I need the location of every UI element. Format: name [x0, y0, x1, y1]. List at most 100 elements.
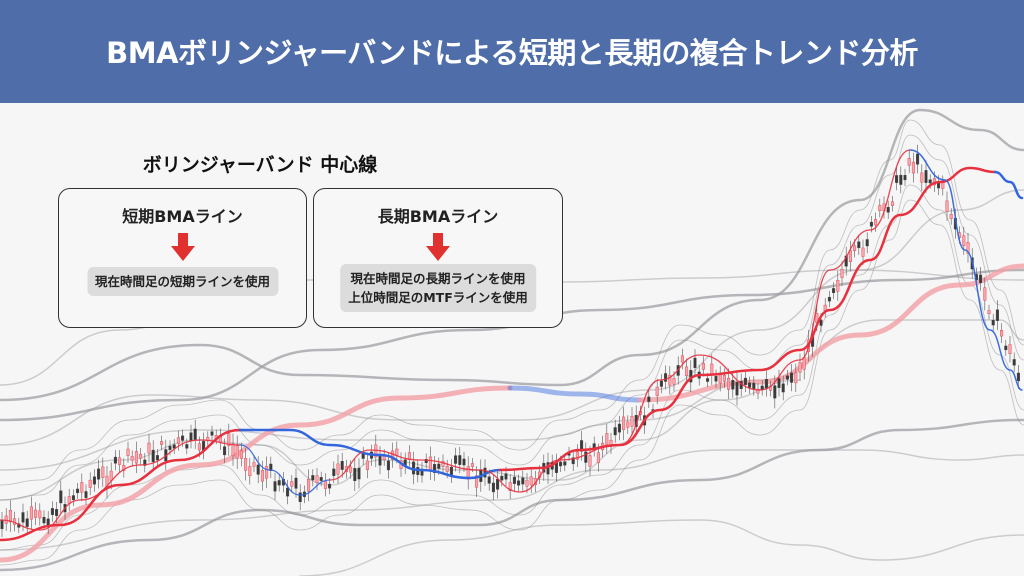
candle: [911, 161, 915, 174]
candle: [735, 382, 739, 396]
candle: [92, 476, 96, 485]
candle: [979, 274, 983, 283]
candle: [596, 452, 600, 463]
candle: [962, 235, 966, 246]
candle: [865, 239, 869, 247]
short-bma-note: 現在時間足の短期ラインを使用: [86, 267, 279, 296]
short-bma-line: [498, 166, 997, 472]
candle: [185, 444, 189, 449]
thin-band-line: [0, 119, 1024, 486]
candle: [437, 463, 441, 469]
candle: [983, 287, 987, 301]
note-line: 上位時間足のMTFラインを使用: [348, 290, 528, 305]
candle: [920, 172, 924, 183]
candle: [500, 475, 504, 481]
candle: [256, 464, 260, 475]
candle: [903, 175, 907, 181]
candle: [521, 477, 525, 485]
candle: [605, 433, 609, 445]
candle: [714, 375, 718, 382]
candle: [966, 242, 970, 254]
candle: [899, 174, 903, 185]
candle: [294, 477, 298, 489]
candle: [878, 205, 882, 211]
candle: [874, 219, 878, 226]
candle: [588, 455, 592, 467]
candle: [895, 175, 899, 183]
candle: [626, 421, 630, 428]
candle: [160, 441, 164, 445]
candle: [718, 374, 722, 384]
candle: [890, 201, 894, 206]
candle: [798, 362, 802, 373]
note-line: 現在時間足の長期ラインを使用: [350, 271, 526, 286]
candle: [134, 451, 138, 464]
candle: [617, 423, 621, 433]
candle: [181, 435, 185, 441]
long-bma-down-segment: [507, 385, 643, 403]
candle: [869, 221, 873, 227]
candle: [8, 510, 12, 523]
candle: [487, 476, 491, 484]
candle: [706, 378, 710, 382]
candle: [941, 182, 945, 189]
candle: [945, 200, 949, 212]
candle: [1000, 329, 1004, 337]
down-arrow-icon: [170, 233, 195, 261]
thin-band-line: [0, 134, 1024, 501]
candle: [4, 515, 8, 524]
candle: [336, 463, 340, 475]
candle: [227, 433, 231, 446]
candle: [886, 206, 890, 213]
candle: [785, 375, 789, 380]
candle: [571, 457, 575, 465]
short-bma-title: 短期BMAライン: [122, 207, 243, 226]
short-bma-box: 短期BMAライン 現在時間足の短期ラインを使用: [58, 188, 307, 328]
bollinger-band-line: [0, 319, 1024, 471]
candle: [428, 456, 432, 470]
candle: [857, 241, 861, 249]
candle: [916, 153, 920, 165]
candle: [508, 482, 512, 492]
candle: [235, 445, 239, 459]
candle: [328, 483, 332, 489]
long-bma-line: [637, 263, 1024, 403]
candle: [529, 476, 533, 486]
candle: [239, 450, 243, 459]
bollinger-band-line: [0, 449, 1024, 551]
candle: [97, 468, 101, 480]
fast-ma-line: [0, 439, 241, 531]
candle: [655, 386, 659, 396]
candle: [42, 516, 46, 524]
candle: [84, 491, 88, 498]
candle: [189, 432, 193, 441]
candle: [1016, 372, 1020, 382]
candle: [454, 455, 458, 464]
candle: [580, 440, 584, 452]
candle: [722, 375, 726, 382]
candle: [323, 480, 327, 489]
fast-ma-down-segment: [909, 149, 1023, 391]
title-banner: BMAボリンジャーバンドによる短期と長期の複合トレンド分析: [0, 0, 1024, 103]
candle: [1008, 344, 1012, 354]
candle: [907, 158, 911, 166]
note-line: 現在時間足の短期ラインを使用: [94, 274, 271, 289]
candle: [995, 309, 999, 321]
long-bma-line: [0, 385, 513, 563]
fast-ma-down-segment: [239, 444, 331, 496]
candle: [827, 296, 831, 302]
candle: [126, 448, 130, 456]
candle: [109, 470, 113, 481]
candle: [50, 508, 54, 515]
candle: [668, 374, 672, 386]
candle: [559, 461, 563, 467]
candle: [118, 457, 122, 465]
candle: [277, 480, 281, 486]
candle: [0, 520, 4, 530]
candle: [223, 446, 227, 456]
candle: [584, 451, 588, 463]
price-chart-illustration: [0, 108, 1024, 576]
candle: [260, 470, 264, 482]
candle: [378, 454, 382, 466]
candle: [340, 461, 344, 470]
